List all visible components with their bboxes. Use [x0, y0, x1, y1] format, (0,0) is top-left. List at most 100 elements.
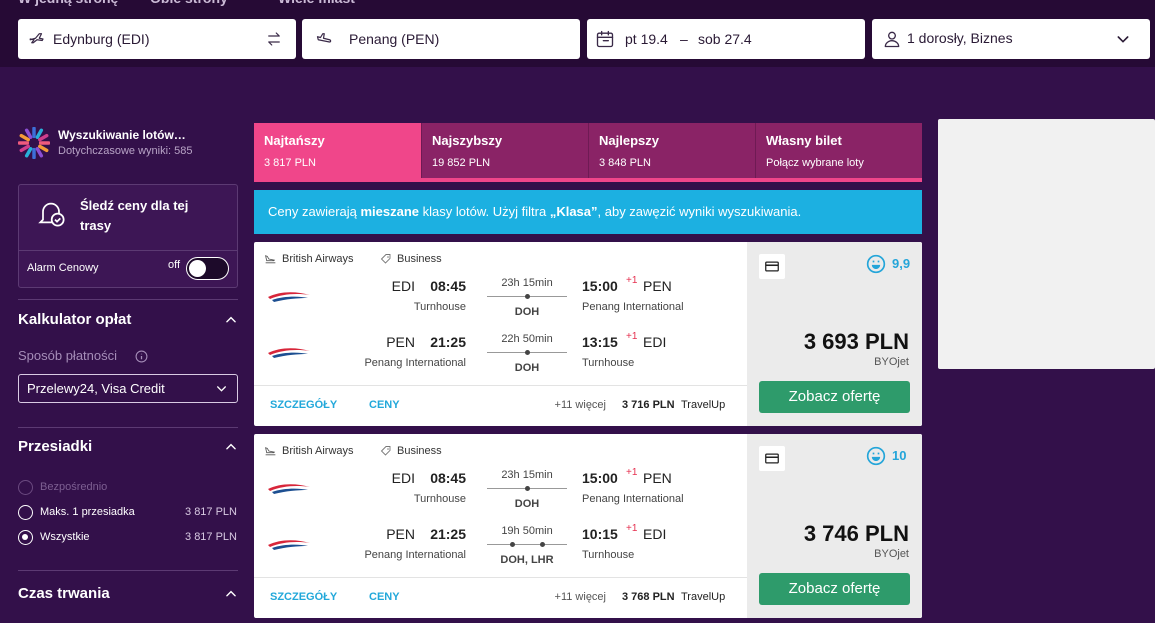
notice-text-part: , aby zawęzić wyniki wyszukiwania. — [597, 204, 802, 219]
select-chevron — [215, 382, 228, 395]
stop-option[interactable]: Wszystkie — [40, 531, 90, 543]
cabin-icon — [380, 252, 392, 264]
sort-tab[interactable]: Najtańszy 3 817 PLN — [254, 123, 421, 178]
collapse-chevron — [224, 440, 238, 454]
airline-icon — [264, 444, 277, 457]
search-destination[interactable]: Penang (PEN) — [302, 19, 580, 59]
offer-button[interactable]: Zobacz ofertę — [759, 381, 910, 413]
stop-dot — [539, 542, 545, 547]
airline-logo — [266, 345, 312, 361]
payment-select[interactable]: Przelewy24, Visa Credit — [18, 374, 238, 403]
arr-time: 13:15 — [582, 334, 618, 350]
card-footer-divider — [254, 577, 747, 578]
class-notice: Ceny zawierają mieszane klasy lotów. Uży… — [254, 190, 922, 234]
plane-icon — [28, 30, 46, 48]
sort-tab[interactable]: Najszybszy 19 852 PLN — [421, 123, 588, 178]
arr-code: PEN — [643, 470, 672, 486]
search-origin[interactable]: Edynburg (EDI) — [18, 19, 296, 59]
loading-subtitle: Dotychczasowe wyniki: 585 — [58, 145, 193, 157]
dep-code: EDI — [391, 470, 415, 486]
plane-land-icon — [316, 30, 334, 48]
sidebar-divider — [18, 427, 238, 428]
radio[interactable] — [18, 530, 33, 545]
sort-tab-title: Najszybszy — [432, 133, 503, 148]
dep-airport: Penang International — [364, 357, 466, 369]
rating-face — [866, 254, 886, 274]
swap-icon — [265, 30, 283, 48]
prices-link[interactable]: CENY — [369, 399, 400, 411]
stops-title[interactable]: Przesiadki — [18, 438, 93, 455]
offer-button[interactable]: Zobacz ofertę — [759, 573, 910, 605]
stop-dot — [524, 486, 530, 491]
trip-type-tab[interactable]: Obie strony — [150, 0, 228, 6]
stop-price: 3 817 PLN — [185, 531, 237, 543]
arr-code: PEN — [643, 278, 672, 294]
sort-tab[interactable]: Własny bilet Połącz wybrane loty — [755, 123, 922, 178]
price-provider: BYOjet — [874, 548, 909, 560]
person-icon — [882, 29, 902, 49]
stop-option[interactable]: Maks. 1 przesiadka — [40, 506, 135, 518]
toggle-state: off — [168, 259, 181, 271]
plus-day: +1 — [626, 275, 638, 286]
notice-text-part: klasy lotów. Użyj filtra — [419, 204, 550, 219]
alert-divider — [19, 250, 237, 251]
fare-calc-title[interactable]: Kalkulator opłat — [18, 311, 132, 328]
calendar-icon — [595, 29, 615, 49]
search-dates[interactable]: pt 19.4– sob 27.4 — [587, 19, 865, 59]
sidebar-divider — [18, 570, 238, 571]
airline-logo — [266, 481, 312, 497]
date-sep: – — [680, 31, 688, 47]
duration-title[interactable]: Czas trwania — [18, 585, 110, 602]
airline-logo — [266, 537, 312, 553]
dep-airport: Turnhouse — [413, 301, 466, 313]
info-icon — [135, 350, 148, 363]
dep-airport: Turnhouse — [413, 493, 466, 505]
rating: 9,9 — [892, 256, 911, 271]
collapse-chevron — [224, 313, 238, 327]
sort-tab-title: Najlepszy — [599, 133, 659, 148]
card-footer-divider — [254, 385, 747, 386]
offer-button-label[interactable]: Zobacz ofertę — [788, 580, 881, 597]
result-card: British Airways Business EDI 08:45 Turnhouse… — [254, 434, 922, 618]
arr-airport: Turnhouse — [582, 549, 635, 561]
result-card: British Airways Business EDI 08:45 Turnhouse… — [254, 242, 922, 426]
dep-time: 08:45 — [430, 278, 466, 294]
alt-price: 3 768 PLN — [622, 591, 675, 603]
airline-name: British Airways — [282, 445, 354, 457]
alt-price: 3 716 PLN — [622, 399, 675, 411]
trip-type-tab[interactable]: Wiele miast — [278, 0, 355, 6]
via-airport: DOH — [514, 498, 540, 510]
alert-label: Alarm Cenowy — [27, 262, 99, 274]
plus-day: +1 — [626, 331, 638, 342]
alert-toggle[interactable] — [186, 257, 229, 280]
prices-link[interactable]: CENY — [369, 591, 400, 603]
cabin-class: Business — [397, 253, 442, 265]
details-link[interactable]: SZCZEGÓŁY — [270, 399, 338, 411]
side-panel — [938, 119, 1155, 369]
sort-tab[interactable]: Najlepszy 3 848 PLN — [588, 123, 755, 178]
more-offers[interactable]: +11 więcej — [554, 399, 606, 411]
price-provider: BYOjet — [874, 356, 909, 368]
price: 3 746 PLN — [803, 521, 909, 546]
arr-airport: Penang International — [582, 301, 684, 313]
sort-tab-subtitle: 19 852 PLN — [432, 157, 491, 169]
loading-title: Wyszukiwanie lotów… — [58, 128, 186, 142]
radio[interactable] — [18, 505, 33, 520]
dep-time: 21:25 — [430, 334, 466, 350]
dep-code: PEN — [386, 334, 415, 350]
rating-face — [866, 446, 886, 466]
dep-code: EDI — [391, 278, 415, 294]
arr-time: 15:00 — [582, 278, 618, 294]
sort-tab-title: Własny bilet — [766, 133, 842, 148]
offer-button-label[interactable]: Zobacz ofertę — [788, 388, 881, 405]
stop-dot — [524, 294, 530, 299]
details-link[interactable]: SZCZEGÓŁY — [270, 591, 338, 603]
dep-time: 08:45 — [430, 470, 466, 486]
dep-code: PEN — [386, 526, 415, 542]
trip-type-tab[interactable]: W jedną stronę — [18, 0, 118, 6]
search-passengers[interactable]: 1 dorosły, Biznes — [872, 19, 1150, 59]
arr-time: 15:00 — [582, 470, 618, 486]
alt-provider: TravelUp — [681, 591, 726, 603]
more-offers[interactable]: +11 więcej — [554, 591, 606, 603]
